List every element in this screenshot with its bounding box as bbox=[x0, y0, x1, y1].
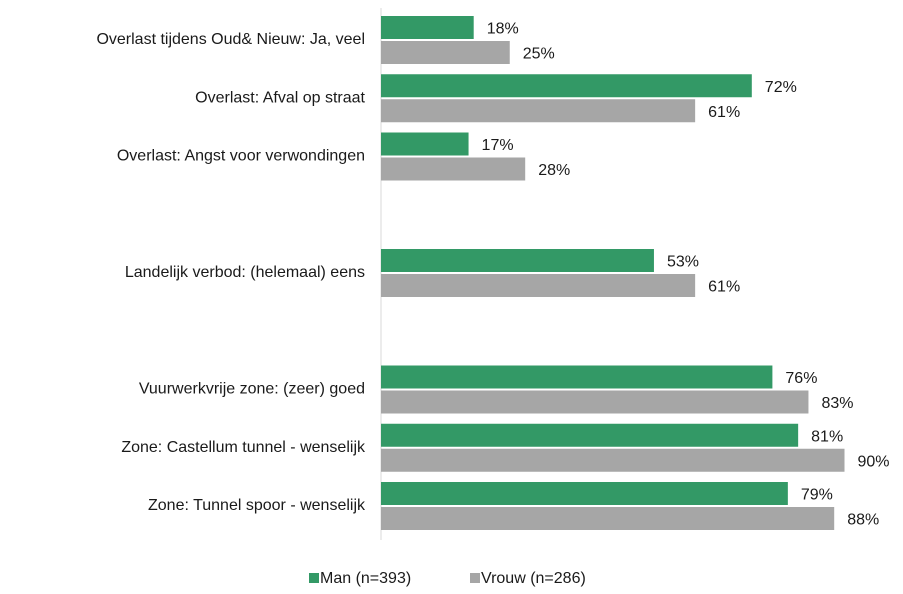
value-label: 61% bbox=[708, 104, 740, 121]
bar bbox=[381, 390, 809, 414]
bar bbox=[381, 132, 469, 156]
category-label: Overlast: Afval op straat bbox=[195, 89, 365, 106]
bar bbox=[381, 365, 773, 389]
value-label: 79% bbox=[801, 487, 833, 504]
value-label: 90% bbox=[858, 453, 890, 470]
category-label: Zone: Castellum tunnel - wenselijk bbox=[121, 439, 366, 456]
bar bbox=[381, 74, 752, 98]
bar bbox=[381, 157, 526, 181]
value-label: 25% bbox=[523, 46, 555, 63]
legend-label: Man (n=393) bbox=[320, 570, 411, 587]
value-label: 83% bbox=[821, 395, 853, 412]
legend-swatch bbox=[309, 573, 319, 583]
value-label: 28% bbox=[538, 162, 570, 179]
bar bbox=[381, 16, 474, 39]
value-label: 72% bbox=[765, 79, 797, 96]
value-label: 17% bbox=[482, 137, 514, 154]
value-label: 88% bbox=[847, 512, 879, 529]
bar bbox=[381, 507, 835, 530]
value-label: 18% bbox=[487, 21, 519, 38]
value-label: 61% bbox=[708, 279, 740, 296]
category-label: Zone: Tunnel spoor - wenselijk bbox=[148, 497, 366, 514]
value-label: 53% bbox=[667, 254, 699, 271]
legend-swatch bbox=[470, 573, 480, 583]
category-label: Overlast tijdens Oud& Nieuw: Ja, veel bbox=[96, 31, 365, 48]
category-label: Vuurwerkvrije zone: (zeer) goed bbox=[139, 381, 365, 398]
bar bbox=[381, 482, 788, 505]
bar bbox=[381, 448, 845, 472]
bar bbox=[381, 423, 799, 447]
value-label: 81% bbox=[811, 428, 843, 445]
category-label: Landelijk verbod: (helemaal) eens bbox=[125, 264, 365, 281]
bar bbox=[381, 274, 696, 297]
legend-label: Vrouw (n=286) bbox=[481, 570, 586, 587]
category-label: Overlast: Angst voor verwondingen bbox=[117, 148, 365, 165]
value-label: 76% bbox=[785, 370, 817, 387]
bar bbox=[381, 41, 510, 64]
bar bbox=[381, 249, 654, 272]
bar bbox=[381, 99, 696, 123]
